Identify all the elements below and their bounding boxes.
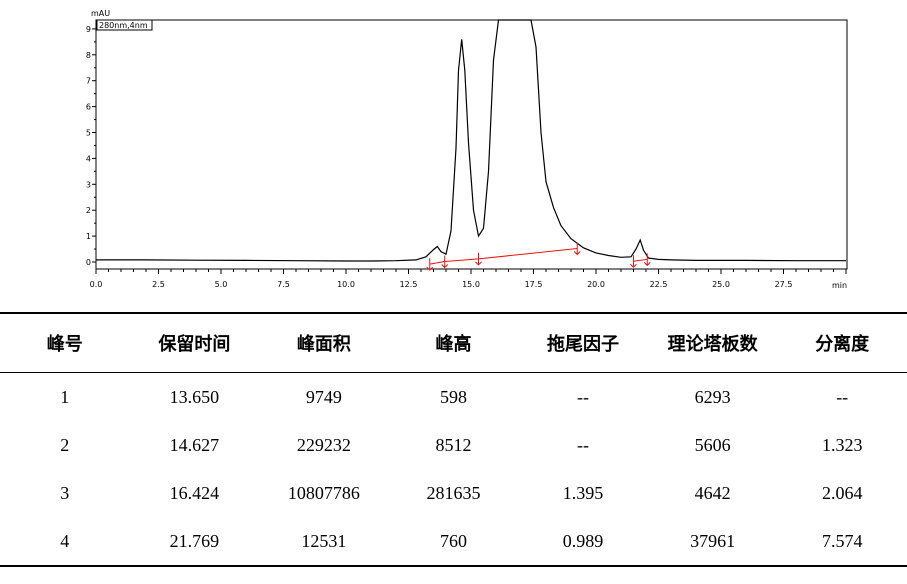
cell-retention-time: 13.650 xyxy=(169,386,220,407)
peak-marker xyxy=(573,242,581,256)
plot-area-frame xyxy=(95,19,848,270)
x-tick-label: 20.0 xyxy=(587,280,605,289)
y-tick-label: 4 xyxy=(86,154,91,163)
cell-theoretical-plates: 4642 xyxy=(694,482,731,503)
channel-label: 280nm,4nm xyxy=(99,21,148,30)
x-unit-label: min xyxy=(832,281,847,290)
header-peak-area: 峰面积 xyxy=(259,312,389,373)
cell-retention-time: 21.769 xyxy=(129,517,260,567)
x-tick-label: 5.0 xyxy=(215,280,228,289)
table-header-row: 峰号 保留时间 峰面积 峰高 拖尾因子 理论塔板数 分离度 xyxy=(0,312,907,373)
cell-retention-time: 16.424 xyxy=(169,482,220,503)
y-axis: 0 1 2 3 4 5 6 7 8 9 xyxy=(86,25,96,267)
y-tick-label: 5 xyxy=(86,129,91,138)
integration-baseline xyxy=(429,248,578,265)
channel-label-box: 280nm,4nm xyxy=(96,19,153,31)
y-tick-label: 1 xyxy=(86,232,91,241)
y-tick-label: 8 xyxy=(86,51,91,60)
cell-peak-no: 4 xyxy=(0,517,130,567)
cell-peak-height: 8512 xyxy=(435,434,472,455)
cell-tailing-factor: -- xyxy=(577,386,590,407)
header-peak-height: 峰高 xyxy=(388,312,519,373)
x-tick-label: 17.5 xyxy=(525,280,543,289)
x-tick-label: 15.0 xyxy=(462,280,480,289)
x-tick-label: 2.5 xyxy=(152,280,165,289)
header-peak-no: 峰号 xyxy=(0,312,130,373)
integration-baseline-peak-4 xyxy=(633,258,648,262)
y-tick-label: 6 xyxy=(86,103,91,112)
y-unit-label: mAU xyxy=(91,9,110,18)
cell-peak-area: 12531 xyxy=(259,517,389,567)
results-table-container: 峰号 保留时间 峰面积 峰高 拖尾因子 理论塔板数 分离度 1 13.650 9… xyxy=(0,312,907,567)
cell-peak-height: 760 xyxy=(388,517,519,567)
x-tick-label: 25.0 xyxy=(712,280,730,289)
header-tailing-factor: 拖尾因子 xyxy=(518,312,648,373)
x-tick-label: 10.0 xyxy=(337,280,355,289)
cell-tailing-factor: -- xyxy=(577,434,590,455)
x-tick-label: 22.5 xyxy=(650,280,668,289)
peak-marker xyxy=(630,255,637,268)
table-row: 1 13.650 9749 598 -- 6293 -- xyxy=(0,373,907,422)
peak-markers xyxy=(426,242,651,271)
cell-resolution: 7.574 xyxy=(777,517,907,567)
chromatogram-chart: 0 1 2 3 4 5 6 7 8 9 0.0 2.5 5.0 7.5 10.0 12.5 15.0 17.5 2… xyxy=(86,9,848,290)
x-axis: 0.0 2.5 5.0 7.5 10.0 12.5 15.0 17.5 20.0 22.5 25.0… xyxy=(90,269,847,289)
cell-peak-no: 2 xyxy=(60,434,70,455)
cell-retention-time: 14.627 xyxy=(169,434,220,455)
cell-theoretical-plates: 6293 xyxy=(694,386,731,407)
y-tick-label: 0 xyxy=(86,258,91,267)
cell-peak-height: 281635 xyxy=(426,482,481,503)
y-tick-label: 7 xyxy=(86,77,91,86)
cell-peak-area: 9749 xyxy=(305,386,342,407)
x-tick-label: 12.5 xyxy=(400,280,418,289)
cell-peak-height: 598 xyxy=(439,386,467,407)
peak-marker xyxy=(475,252,482,266)
chromatogram-trace xyxy=(96,19,846,262)
peak-results-table: 峰号 保留时间 峰面积 峰高 拖尾因子 理论塔板数 分离度 1 13.650 9… xyxy=(0,312,907,567)
cell-resolution: -- xyxy=(836,386,849,407)
peak-marker xyxy=(426,258,434,271)
table-row: 2 14.627 229232 8512 -- 5606 1.323 xyxy=(0,421,907,469)
cell-resolution: 1.323 xyxy=(821,434,863,455)
y-tick-label: 2 xyxy=(86,206,91,215)
cell-tailing-factor: 1.395 xyxy=(562,482,604,503)
table-row: 4 21.769 12531 760 0.989 37961 7.574 xyxy=(0,517,907,567)
cell-peak-area: 10807786 xyxy=(287,482,360,503)
x-tick-label: 7.5 xyxy=(277,280,290,289)
cell-theoretical-plates: 37961 xyxy=(647,517,778,567)
header-retention-time: 保留时间 xyxy=(129,312,260,373)
header-resolution: 分离度 xyxy=(777,312,907,373)
peak-marker xyxy=(643,253,651,267)
table-row: 3 16.424 10807786 281635 1.395 4642 2.06… xyxy=(0,469,907,517)
header-theoretical-plates: 理论塔板数 xyxy=(647,312,778,373)
x-tick-label: 0.0 xyxy=(90,280,103,289)
y-tick-label: 3 xyxy=(86,180,91,189)
peak-marker xyxy=(441,255,449,269)
cell-theoretical-plates: 5606 xyxy=(694,434,731,455)
y-tick-label: 9 xyxy=(86,25,91,34)
cell-peak-no: 1 xyxy=(60,386,70,407)
x-tick-label: 27.5 xyxy=(775,280,793,289)
cell-tailing-factor: 0.989 xyxy=(518,517,648,567)
cell-peak-no: 3 xyxy=(60,482,70,503)
cell-peak-area: 229232 xyxy=(296,434,351,455)
cell-resolution: 2.064 xyxy=(821,482,863,503)
